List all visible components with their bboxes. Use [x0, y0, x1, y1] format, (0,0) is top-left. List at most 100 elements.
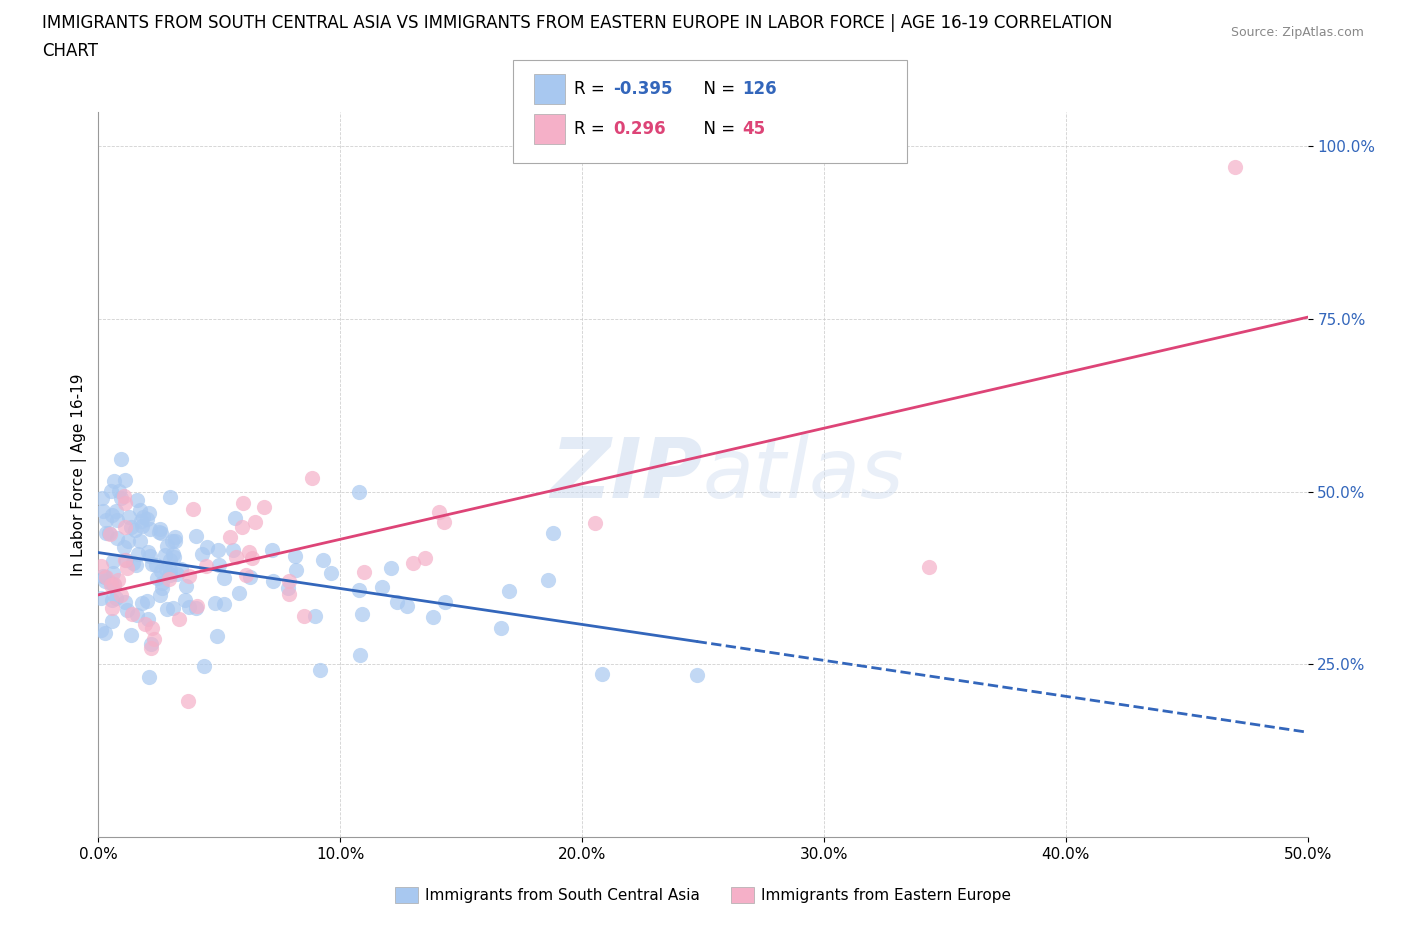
- Point: [163, 550, 186, 565]
- Point: [101, 565, 124, 580]
- Point: [105, 530, 128, 545]
- Point: [174, 578, 197, 593]
- Text: IMMIGRANTS FROM SOUTH CENTRAL ASIA VS IMMIGRANTS FROM EASTERN EUROPE IN LABOR FO: IMMIGRANTS FROM SOUTH CENTRAL ASIA VS IM…: [42, 14, 1112, 32]
- Point: [380, 560, 402, 575]
- Text: 126: 126: [742, 80, 778, 99]
- Point: [228, 586, 250, 601]
- Point: [135, 593, 157, 608]
- Point: [537, 573, 560, 588]
- Point: [204, 596, 226, 611]
- Point: [150, 576, 173, 591]
- Text: R =: R =: [574, 80, 610, 99]
- Point: [319, 565, 342, 580]
- Point: [131, 519, 153, 534]
- Point: [150, 581, 173, 596]
- Point: [347, 485, 370, 499]
- Point: [114, 552, 136, 567]
- Point: [186, 599, 208, 614]
- Point: [155, 562, 177, 577]
- Point: [141, 640, 163, 655]
- Point: [100, 575, 122, 590]
- Point: [353, 565, 375, 579]
- Point: [129, 502, 152, 517]
- Point: [243, 514, 266, 529]
- Point: [179, 568, 201, 583]
- Point: [163, 534, 186, 549]
- Point: [433, 514, 456, 529]
- Point: [135, 512, 157, 526]
- Point: [205, 629, 228, 644]
- Point: [138, 522, 160, 537]
- Point: [225, 550, 247, 565]
- Point: [253, 499, 276, 514]
- Point: [105, 591, 128, 605]
- Point: [918, 559, 941, 574]
- Point: [162, 601, 184, 616]
- Point: [402, 556, 425, 571]
- Text: R =: R =: [574, 120, 614, 139]
- Point: [114, 496, 136, 511]
- Point: [91, 504, 114, 519]
- Point: [125, 493, 148, 508]
- Point: [238, 545, 260, 560]
- Point: [100, 578, 122, 593]
- Point: [90, 490, 112, 505]
- Point: [118, 510, 141, 525]
- Point: [100, 613, 122, 628]
- Point: [262, 574, 284, 589]
- Point: [422, 610, 444, 625]
- Point: [149, 522, 172, 537]
- Point: [181, 501, 204, 516]
- Point: [193, 658, 215, 673]
- Point: [427, 505, 450, 520]
- Point: [231, 520, 253, 535]
- Point: [124, 523, 146, 538]
- Point: [685, 668, 707, 683]
- Point: [1223, 159, 1246, 174]
- Point: [103, 473, 125, 488]
- Point: [94, 574, 117, 589]
- Point: [101, 592, 124, 607]
- Point: [139, 548, 162, 563]
- Point: [114, 594, 136, 609]
- Point: [184, 601, 207, 616]
- Point: [98, 526, 121, 541]
- Point: [159, 490, 181, 505]
- Point: [413, 551, 436, 565]
- Point: [240, 551, 263, 565]
- Point: [277, 581, 299, 596]
- Point: [101, 601, 124, 616]
- Point: [94, 625, 117, 640]
- Point: [114, 552, 136, 567]
- Text: ZIP: ZIP: [550, 433, 703, 515]
- Point: [195, 558, 218, 573]
- Point: [105, 513, 128, 528]
- Point: [90, 591, 112, 605]
- Point: [136, 545, 159, 560]
- Point: [224, 511, 246, 525]
- Point: [96, 525, 118, 540]
- Point: [142, 631, 165, 646]
- Point: [121, 606, 143, 621]
- Text: -0.395: -0.395: [613, 80, 672, 99]
- Text: 45: 45: [742, 120, 765, 139]
- Point: [155, 538, 177, 553]
- Point: [162, 534, 184, 549]
- Point: [149, 588, 172, 603]
- Legend: Immigrants from South Central Asia, Immigrants from Eastern Europe: Immigrants from South Central Asia, Immi…: [388, 881, 1018, 910]
- Point: [159, 552, 181, 567]
- Point: [120, 520, 142, 535]
- Point: [112, 539, 135, 554]
- Point: [145, 557, 167, 572]
- Point: [292, 609, 315, 624]
- Point: [91, 569, 114, 584]
- Point: [108, 484, 131, 498]
- Point: [212, 596, 235, 611]
- Point: [90, 558, 112, 573]
- Point: [179, 600, 201, 615]
- Point: [101, 553, 124, 568]
- Text: N =: N =: [693, 120, 745, 139]
- Point: [94, 569, 117, 584]
- Point: [138, 670, 160, 684]
- Point: [141, 556, 163, 571]
